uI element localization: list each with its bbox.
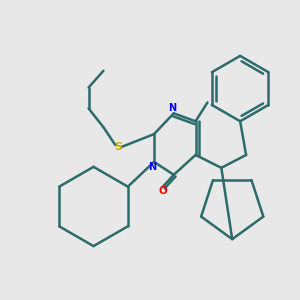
Text: N: N (148, 162, 156, 172)
Text: O: O (158, 186, 167, 196)
Text: N: N (168, 103, 176, 113)
Text: S: S (114, 142, 122, 152)
